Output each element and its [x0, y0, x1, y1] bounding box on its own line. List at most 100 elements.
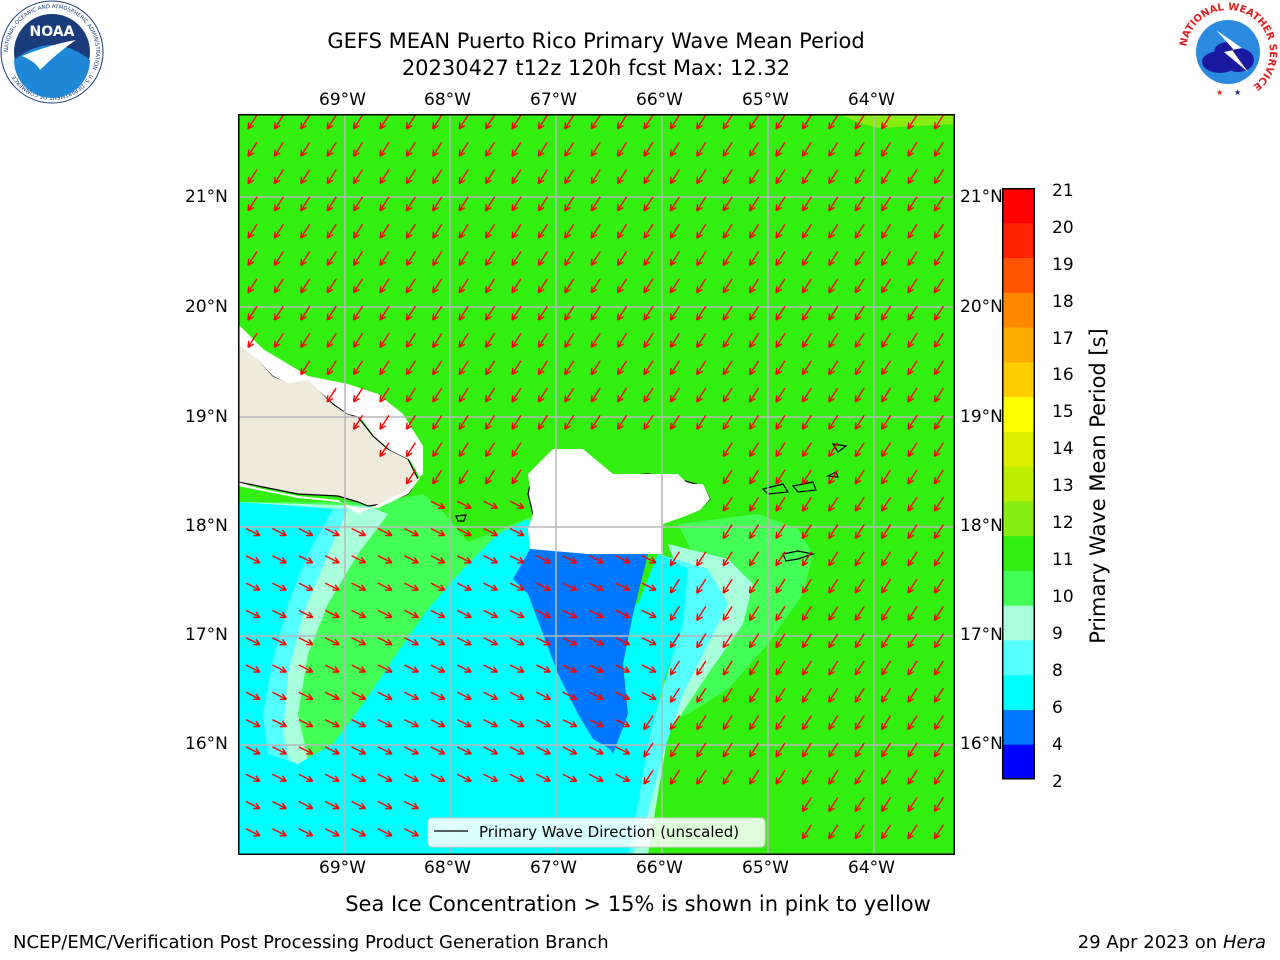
wave-arrow — [245, 746, 261, 755]
wave-arrow — [643, 196, 654, 212]
wave-arrow — [748, 496, 760, 512]
wave-arrow — [669, 387, 680, 403]
wave-arrow — [828, 251, 839, 267]
wave-arrow — [616, 333, 628, 349]
wave-arrow — [484, 169, 496, 185]
wave-arrow — [907, 824, 918, 840]
wave-arrow — [801, 278, 812, 294]
wave-arrow — [828, 196, 839, 212]
wave-arrow — [854, 469, 865, 485]
wave-arrow — [696, 169, 707, 185]
wave-arrow — [801, 524, 812, 540]
wave-arrow — [669, 251, 680, 267]
colorbar-level — [1002, 327, 1035, 363]
wave-arrow — [484, 333, 496, 349]
wave-arrow — [298, 691, 314, 700]
wave-arrow — [511, 305, 522, 321]
wave-arrow — [298, 582, 314, 591]
wave-arrow — [324, 527, 340, 537]
wave-arrow — [351, 609, 367, 619]
wave-arrow — [484, 278, 496, 294]
colorbar-level — [1002, 257, 1035, 293]
wave-arrow — [536, 773, 551, 782]
wave-arrow — [854, 414, 865, 430]
wave-arrow — [245, 718, 261, 728]
wave-arrow — [430, 582, 446, 591]
wave-arrow — [405, 278, 416, 294]
wave-arrow — [511, 387, 522, 403]
wave-arrow — [722, 196, 733, 212]
wave-arrow — [432, 469, 443, 485]
wave-arrow — [748, 606, 760, 622]
wave-arrow — [272, 555, 287, 564]
wave-arrow — [748, 769, 760, 785]
wave-arrow — [696, 114, 707, 130]
wave-arrow — [854, 387, 865, 403]
wave-arrow — [324, 828, 340, 837]
wave-arrow — [616, 305, 628, 321]
wave-arrow — [748, 660, 760, 676]
wave-arrow — [696, 223, 707, 239]
wave-arrow — [272, 637, 287, 646]
wave-arrow — [933, 742, 944, 758]
wave-arrow — [352, 114, 364, 130]
wave-arrow — [643, 387, 654, 403]
wave-arrow — [775, 223, 786, 239]
wave-arrow — [615, 582, 631, 591]
wave-arrow — [432, 414, 443, 430]
wave-arrow — [562, 773, 578, 782]
wave-arrow — [828, 551, 839, 567]
wave-arrow — [854, 824, 865, 840]
wave-arrow — [247, 333, 258, 349]
wave-arrow — [247, 251, 258, 267]
wave-arrow — [509, 555, 525, 564]
wave-arrow — [483, 527, 499, 537]
wave-arrow — [641, 691, 657, 700]
wave-arrow — [933, 141, 944, 157]
wave-arrow — [669, 578, 680, 594]
wave-arrow — [272, 527, 287, 537]
wave-arrow — [590, 305, 601, 321]
wave-arrow — [245, 555, 261, 564]
wave-arrow — [933, 715, 944, 731]
wave-arrow — [458, 196, 469, 212]
colorbar-level — [1002, 639, 1035, 676]
wave-arrow — [484, 196, 496, 212]
wave-arrow — [272, 718, 287, 728]
colorbar-tick: 4 — [1052, 735, 1063, 755]
wave-arrow — [748, 305, 760, 321]
wave-arrow — [564, 114, 575, 130]
wave-arrow — [458, 305, 469, 321]
wave-arrow — [643, 414, 654, 430]
wave-arrow — [854, 715, 865, 731]
colorbar-tick: 19 — [1052, 255, 1074, 275]
wave-arrow — [562, 718, 578, 728]
wave-arrow — [880, 797, 892, 813]
wave-arrow — [352, 278, 364, 294]
wave-arrow — [722, 114, 733, 130]
wave-arrow — [352, 333, 364, 349]
wave-arrow — [801, 633, 812, 649]
wave-arrow — [509, 664, 525, 673]
virgin-islands — [455, 443, 848, 562]
wave-arrow — [933, 797, 944, 813]
colorbar-tick: 17 — [1052, 329, 1074, 349]
wave-arrow — [404, 555, 419, 564]
wave-arrow — [828, 715, 839, 731]
wave-arrow — [616, 360, 628, 376]
wave-arrow — [379, 333, 390, 349]
wave-arrow — [326, 360, 337, 376]
wave-arrow — [273, 278, 284, 294]
wave-arrow — [722, 769, 733, 785]
wave-arrow — [696, 769, 707, 785]
wave-arrow — [748, 715, 760, 731]
wave-arrow — [430, 637, 446, 646]
colorbar-tick: 21 — [1052, 181, 1074, 201]
noaa-logo-text: NOAA — [30, 24, 75, 40]
wave-arrow — [273, 169, 284, 185]
wave-arrow — [562, 664, 578, 673]
legend-label: Primary Wave Direction (unscaled) — [479, 823, 739, 841]
chart-title: GEFS MEAN Puerto Rico Primary Wave Mean … — [327, 29, 865, 53]
wave-arrow — [404, 691, 419, 700]
wave-arrow — [907, 114, 918, 130]
